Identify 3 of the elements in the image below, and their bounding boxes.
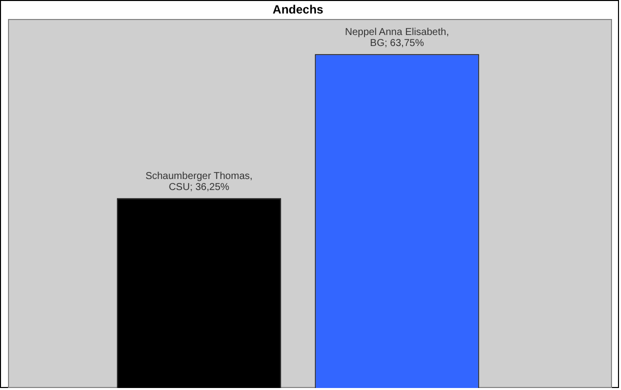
data-label: Schaumberger Thomas, CSU; 36,25% (145, 170, 253, 193)
data-label: Neppel Anna Elisabeth, BG; 63,75% (345, 26, 449, 49)
chart-title: Andechs (272, 2, 324, 17)
